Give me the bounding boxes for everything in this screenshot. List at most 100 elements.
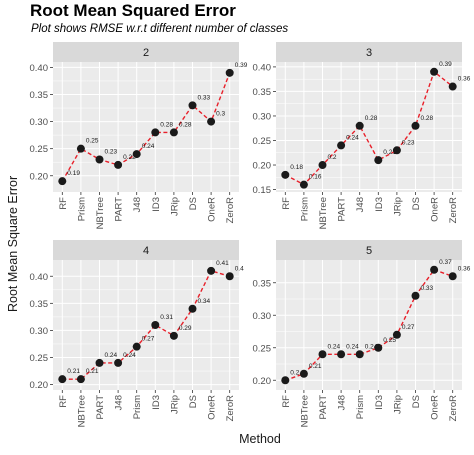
data-point [58,177,67,186]
data-point [318,161,327,170]
data-label: 0.21 [383,149,396,156]
y-tick-label: 0.30 [30,326,49,337]
data-label: 0.27 [402,324,415,331]
data-point [169,128,178,137]
x-tick-label: Prism [299,197,310,221]
x-tick-label: RF [281,197,292,210]
x-tick-label: ID3 [374,395,385,410]
x-tick-label: DS [188,395,199,408]
facet-strip [276,42,462,62]
data-point [392,146,401,155]
data-point [76,375,85,384]
x-tick-label: JRip [392,395,403,414]
data-point [337,350,346,359]
x-tick-label: ZeroR [448,197,459,224]
data-point [299,180,308,189]
data-label: 0.24 [346,134,359,141]
data-point [188,304,197,313]
x-tick-label: J48 [114,395,125,410]
x-tick-label: JRip [169,197,180,216]
x-tick-label: ZeroR [225,197,236,224]
y-tick-label: 0.35 [253,278,272,289]
x-tick-label: NBTree [95,197,106,229]
y-tick-label: 0.25 [253,136,272,147]
data-label: 0.39 [439,61,452,68]
data-point [281,376,290,385]
chart-title: Root Mean Squared Error [30,1,236,20]
x-tick-label: DS [188,197,199,210]
x-tick-label: RF [58,197,69,210]
x-tick-label: Prism [76,197,87,221]
data-point [225,272,234,281]
data-label: 0.24 [328,343,341,350]
data-label: 0.23 [105,149,118,156]
y-tick-label: 0.25 [30,353,49,364]
x-tick-label: J48 [355,197,366,212]
y-tick-label: 0.35 [253,87,272,98]
facet-strip [53,240,239,260]
x-tick-label: NBTree [76,395,87,427]
data-point [411,121,420,130]
data-label: 0.4 [235,265,244,272]
y-tick-label: 0.35 [30,90,49,101]
data-label: 0.33 [421,285,434,292]
data-point [76,144,85,153]
x-tick-label: NBTree [299,395,310,427]
x-tick-label: PART [114,197,125,222]
x-tick-label: RF [58,395,69,408]
x-tick-label: RF [281,395,292,408]
x-tick-label: JRip [169,395,180,414]
x-tick-label: PART [337,197,348,222]
data-point [225,68,234,77]
y-tick-label: 0.25 [253,343,272,354]
data-label: 0.33 [198,94,211,101]
y-tick-label: 0.20 [253,161,272,172]
data-point [95,358,104,367]
data-point [114,358,123,367]
y-tick-label: 0.20 [30,380,49,391]
data-label: 0.24 [365,343,378,350]
data-point [355,350,364,359]
series-line [62,269,230,380]
data-label: 0.41 [216,260,229,267]
x-tick-label: DS [411,395,422,408]
data-point [337,141,346,150]
x-tick-label: PART [318,395,329,420]
data-label: 0.24 [123,352,136,359]
data-point [374,156,383,165]
data-label: 0.24 [142,143,155,150]
data-label: 0.2 [290,369,299,376]
data-point [151,128,160,137]
x-tick-label: OneR [430,395,441,420]
data-point [318,350,327,359]
x-axis-label: Method [239,432,281,446]
data-point [95,155,104,164]
data-label: 0.28 [179,121,192,128]
data-label: 0.25 [383,337,396,344]
data-point [132,342,141,351]
data-label: 0.24 [346,343,359,350]
data-label: 0.28 [365,115,378,122]
x-tick-label: DS [411,197,422,210]
facet-strip [276,240,462,260]
y-tick-label: 0.20 [30,171,49,182]
data-point [281,170,290,179]
data-point [411,291,420,300]
data-label: 0.31 [160,314,173,321]
facet-strip-label: 4 [143,245,149,257]
chart-subtitle: Plot shows RMSE w.r.t different number o… [31,23,289,35]
panel-background [276,62,462,192]
facet-strip [53,42,239,62]
data-point [430,67,439,76]
x-tick-label: NBTree [318,197,329,229]
data-point [392,330,401,339]
y-tick-label: 0.30 [253,311,272,322]
series-line [284,70,454,186]
panel-background [276,260,462,390]
data-label: 0.18 [290,164,303,171]
data-point [114,160,123,169]
data-point [207,266,216,275]
x-tick-label: ID3 [374,197,385,212]
x-tick-label: PART [95,395,106,420]
